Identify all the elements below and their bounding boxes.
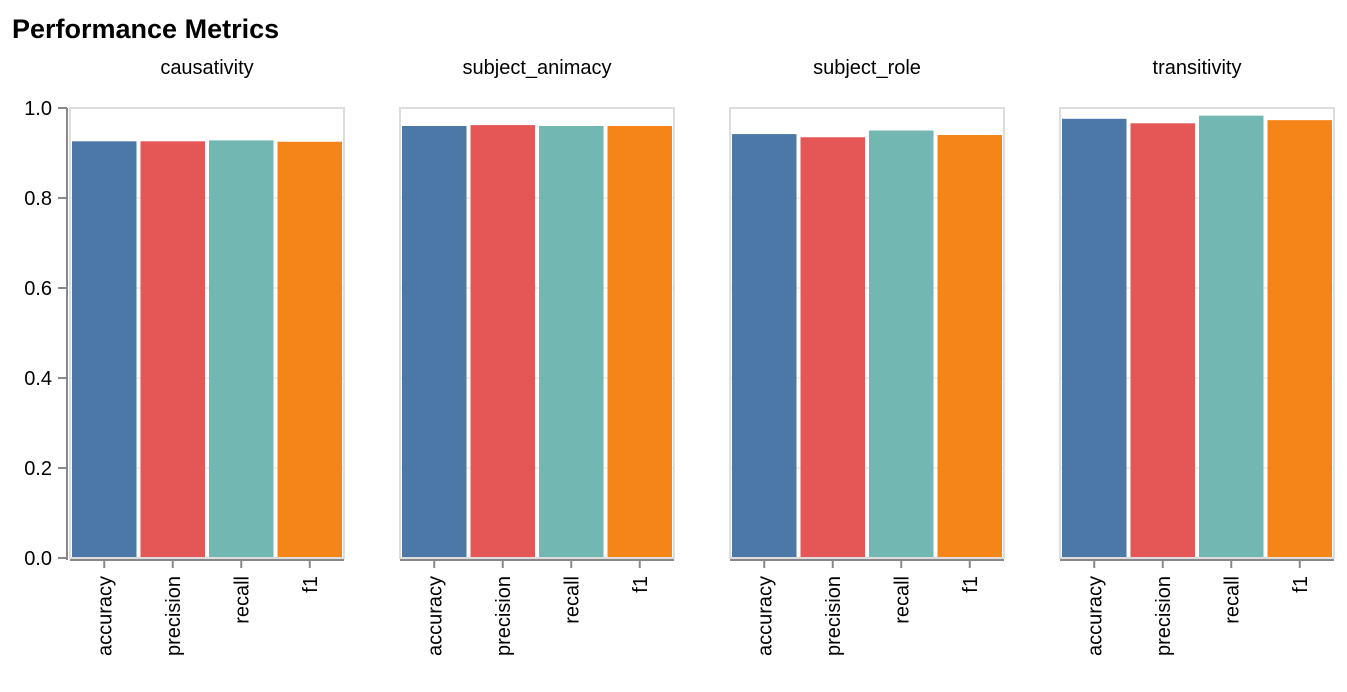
- y-axis: 0.0 0.2 0.4 0.6 0.8 1.0: [24, 98, 68, 570]
- x-tick-label-f1: f1: [300, 576, 322, 593]
- y-tick-label: 0.6: [24, 278, 52, 300]
- chart-title: Performance Metrics: [12, 14, 279, 44]
- bar-transitivity-precision[interactable]: [1130, 123, 1196, 559]
- y-tick-label: 0.4: [24, 368, 52, 390]
- bar-causativity-recall[interactable]: [209, 140, 274, 558]
- bar-causativity-accuracy[interactable]: [72, 141, 137, 559]
- facet-subject_animacy: accuracy precision recall f1 subject_animacy: [399, 57, 675, 656]
- x-tick-label-f1: f1: [1290, 576, 1312, 593]
- y-tick-label: 0.8: [24, 188, 52, 210]
- facet-subject_role: accuracy precision recall f1 subject_role: [729, 57, 1005, 656]
- bar-transitivity-accuracy[interactable]: [1062, 118, 1127, 559]
- panel-frame: [69, 107, 345, 559]
- y-tick-label: 0.2: [24, 458, 52, 480]
- bar-subject_animacy-precision[interactable]: [470, 125, 536, 558]
- x-tick-label-recall: recall: [231, 576, 253, 624]
- facet-title: causativity: [160, 57, 253, 79]
- x-tick-label-precision: precision: [493, 576, 515, 656]
- x-tick-label-accuracy: accuracy: [1084, 576, 1106, 656]
- bar-subject_animacy-f1[interactable]: [607, 126, 673, 558]
- panel-frame: [399, 107, 675, 559]
- facets: accuracy precision recall f1causativityaccu…: [24, 57, 1335, 656]
- bar-subject_animacy-recall[interactable]: [539, 126, 604, 558]
- facet-transitivity: accuracy precision recall f1 transitivity: [1059, 57, 1335, 656]
- bar-subject_role-accuracy[interactable]: [732, 134, 797, 558]
- x-tick-label-recall: recall: [891, 576, 913, 624]
- x-tick-label-precision: precision: [163, 576, 185, 656]
- bar-causativity-f1[interactable]: [277, 141, 343, 558]
- bar-causativity-precision[interactable]: [140, 141, 206, 559]
- x-tick-label-f1: f1: [960, 576, 982, 593]
- x-tick-label-accuracy: accuracy: [424, 576, 446, 656]
- bar-subject_role-precision[interactable]: [800, 137, 866, 558]
- bar-subject_role-f1[interactable]: [937, 135, 1003, 558]
- x-tick-label-recall: recall: [561, 576, 583, 624]
- y-tick-label: 0.0: [24, 548, 52, 570]
- panel-frame: [729, 107, 1005, 559]
- x-tick-label-f1: f1: [630, 576, 652, 593]
- y-tick-label: 1.0: [24, 98, 52, 120]
- bar-subject_role-recall[interactable]: [869, 130, 934, 559]
- facet-title: subject_role: [813, 57, 921, 79]
- bar-transitivity-f1[interactable]: [1267, 120, 1333, 559]
- facet-title: transitivity: [1153, 57, 1242, 79]
- panel-frame: [1059, 107, 1335, 559]
- x-tick-label-precision: precision: [1153, 576, 1175, 656]
- facet-title: subject_animacy: [463, 57, 612, 79]
- facet-causativity: accuracy precision recall f1 causativity: [69, 57, 345, 656]
- x-tick-label-precision: precision: [823, 576, 845, 656]
- x-tick-label-accuracy: accuracy: [754, 576, 776, 656]
- bar-subject_animacy-accuracy[interactable]: [402, 126, 467, 558]
- x-tick-label-recall: recall: [1221, 576, 1243, 624]
- x-tick-label-accuracy: accuracy: [94, 576, 116, 656]
- bar-transitivity-recall[interactable]: [1199, 115, 1264, 559]
